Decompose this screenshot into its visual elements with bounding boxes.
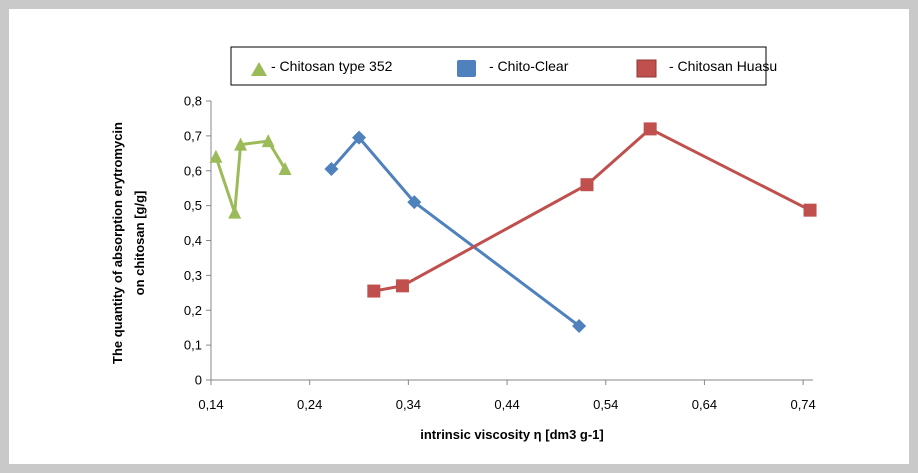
x-axis-title: intrinsic viscosity η [dm3 g-1] (420, 427, 604, 442)
data-point-chito-clear (324, 162, 339, 177)
data-point-chitosan-type-352 (234, 137, 248, 151)
y-tick-label: 0,3 (184, 268, 202, 283)
x-tick-label: 0,64 (692, 397, 717, 412)
series-line-chitosan-type-352 (214, 139, 287, 215)
legend-marker-red-box (636, 59, 657, 78)
data-point-chitosan-huasu (395, 279, 409, 293)
legend: - Chitosan type 352 - Chito-Clear - Chit… (230, 46, 777, 86)
x-tick-label: 0,74 (790, 397, 815, 412)
series-line-chitosan-huasu (373, 127, 811, 293)
y-tick-label: 0,6 (184, 163, 202, 178)
data-point-chitosan-huasu (367, 284, 381, 298)
y-tick-label: 0,4 (184, 233, 202, 248)
x-tick-label: 0,34 (396, 397, 421, 412)
x-tick-label: 0,14 (198, 397, 223, 412)
y-axis-title-line-2: on chitosan [g/g] (132, 191, 147, 296)
data-point-chitosan-type-352 (228, 205, 242, 219)
data-point-chito-clear (352, 130, 367, 145)
y-tick-label: 0,1 (184, 338, 202, 353)
x-tick-label: 0,44 (494, 397, 519, 412)
plot-area (209, 122, 817, 333)
y-axis-ticks: 0 0,1 0,2 0,3 0,4 0,5 0,6 0,7 0,8 (184, 94, 211, 388)
data-point-chitosan-type-352 (261, 134, 275, 148)
x-axis-ticks: 0,14 0,24 0,34 0,44 0,54 0,64 0,74 (198, 380, 816, 412)
data-point-chitosan-type-352 (278, 162, 292, 176)
data-point-chito-clear (407, 195, 422, 210)
legend-label-chitosan-huasu: - Chitosan Huasu (669, 58, 777, 74)
y-tick-label: 0,5 (184, 198, 202, 213)
y-tick-label: 0,7 (184, 128, 202, 143)
legend-entry-chitosan-type-352: - Chitosan type 352 (251, 58, 393, 76)
y-tick-label: 0,8 (184, 94, 202, 109)
y-axis-title-line-1: The quantity of absorption erytromycin (110, 122, 125, 364)
data-point-chitosan-type-352 (209, 149, 223, 163)
legend-marker-triangle (251, 62, 267, 76)
x-tick-label: 0,24 (297, 397, 322, 412)
data-point-chitosan-huasu (643, 122, 657, 136)
y-axis-title: The quantity of absorption erytromycin o… (110, 122, 147, 364)
legend-marker-blue-box (457, 60, 476, 77)
legend-box (230, 46, 767, 86)
legend-entry-chitosan-huasu: - Chitosan Huasu (636, 58, 777, 78)
series-line-chito-clear (330, 136, 581, 328)
data-point-chitosan-huasu (580, 178, 594, 192)
data-point-chitosan-huasu (803, 203, 817, 217)
legend-label-chitosan-type-352: - Chitosan type 352 (271, 58, 393, 74)
legend-label-chito-clear: - Chito-Clear (489, 58, 569, 74)
data-point-chito-clear (572, 318, 587, 333)
y-tick-label: 0 (195, 373, 202, 388)
legend-entry-chito-clear: - Chito-Clear (457, 58, 569, 77)
x-tick-label: 0,54 (593, 397, 618, 412)
y-tick-label: 0,2 (184, 303, 202, 318)
chart-svg: - Chitosan type 352 - Chito-Clear - Chit… (110, 46, 817, 442)
